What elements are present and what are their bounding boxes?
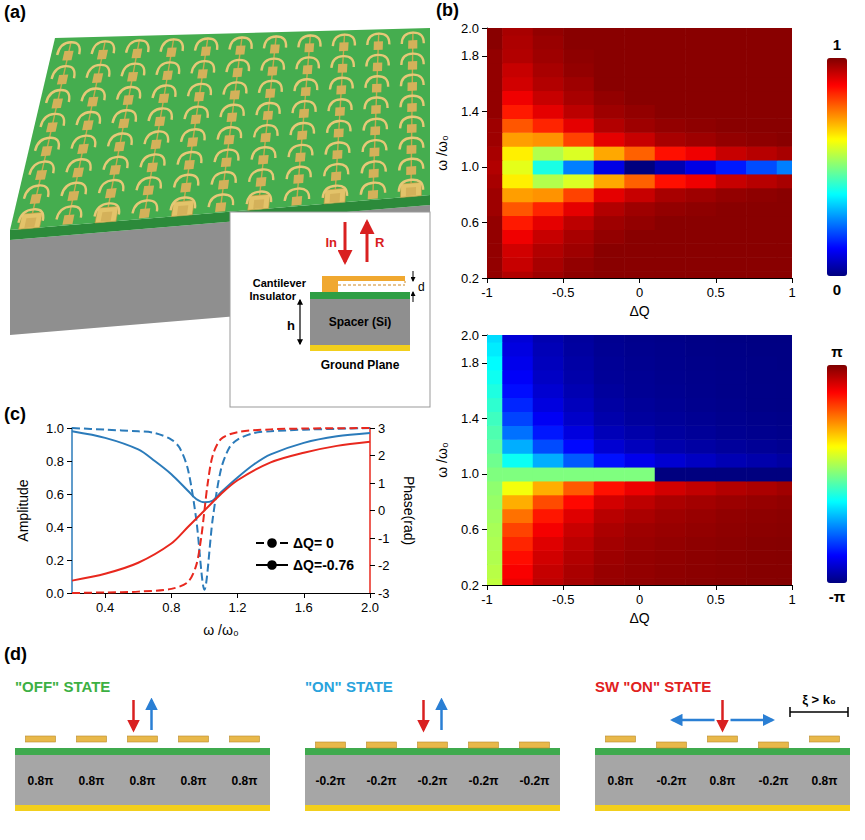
svg-text:3: 3 xyxy=(378,421,385,436)
svg-text:-0.2π: -0.2π xyxy=(316,774,346,788)
svg-text:0.8: 0.8 xyxy=(46,454,64,469)
svg-text:0.0: 0.0 xyxy=(46,586,64,601)
svg-text:-1: -1 xyxy=(481,285,493,300)
svg-text:-0.2π: -0.2π xyxy=(418,774,448,788)
svg-text:0: 0 xyxy=(636,285,643,300)
svg-text:1.2: 1.2 xyxy=(229,600,247,615)
svg-text:0.4: 0.4 xyxy=(96,600,114,615)
svg-text:R: R xyxy=(375,235,385,250)
svg-text:0.8π: 0.8π xyxy=(28,774,54,788)
svg-text:0.8π: 0.8π xyxy=(710,774,736,788)
svg-text:1.0: 1.0 xyxy=(461,159,479,174)
svg-text:0.2: 0.2 xyxy=(46,553,64,568)
svg-text:0.8π: 0.8π xyxy=(79,774,105,788)
svg-text:π: π xyxy=(831,343,843,360)
svg-text:ΔQ=-0.76: ΔQ=-0.76 xyxy=(293,557,354,573)
svg-text:-1: -1 xyxy=(378,531,390,546)
svg-text:0.8π: 0.8π xyxy=(232,774,258,788)
svg-text:(b): (b) xyxy=(436,0,459,20)
svg-text:In: In xyxy=(325,235,337,250)
svg-text:-0.5: -0.5 xyxy=(552,592,574,607)
svg-text:ω /ω₀: ω /ω₀ xyxy=(434,442,450,478)
svg-text:0.8π: 0.8π xyxy=(130,774,156,788)
svg-text:0.6: 0.6 xyxy=(461,215,479,230)
svg-text:0.2: 0.2 xyxy=(461,578,479,593)
svg-text:1.0: 1.0 xyxy=(46,421,64,436)
svg-text:0.8: 0.8 xyxy=(162,600,180,615)
svg-text:1.0: 1.0 xyxy=(461,466,479,481)
svg-text:Spacer (Si): Spacer (Si) xyxy=(329,315,392,329)
svg-text:1: 1 xyxy=(788,285,795,300)
svg-text:-0.5: -0.5 xyxy=(552,285,574,300)
svg-text:Ground Plane: Ground Plane xyxy=(321,358,400,372)
svg-text:0.8π: 0.8π xyxy=(812,774,838,788)
svg-text:"OFF" STATE: "OFF" STATE xyxy=(15,678,110,695)
svg-text:-π: -π xyxy=(829,588,846,605)
svg-text:-0.2π: -0.2π xyxy=(367,774,397,788)
svg-text:ΔQ= 0: ΔQ= 0 xyxy=(293,535,334,551)
svg-text:1.4: 1.4 xyxy=(461,411,479,426)
svg-text:0: 0 xyxy=(636,592,643,607)
svg-text:(d): (d) xyxy=(4,644,27,664)
svg-text:ΔQ: ΔQ xyxy=(629,303,649,319)
svg-text:0.5: 0.5 xyxy=(707,285,725,300)
svg-text:h: h xyxy=(287,318,295,333)
svg-text:0.6: 0.6 xyxy=(46,487,64,502)
svg-text:"ON" STATE: "ON" STATE xyxy=(305,678,393,695)
svg-text:1.8: 1.8 xyxy=(461,48,479,63)
svg-text:Phase(rad): Phase(rad) xyxy=(401,476,417,545)
svg-text:ω /ω₀: ω /ω₀ xyxy=(203,622,239,638)
svg-text:-0.2π: -0.2π xyxy=(657,774,687,788)
svg-text:Insulator: Insulator xyxy=(250,290,297,302)
svg-text:(c): (c) xyxy=(4,404,26,424)
svg-text:0.4: 0.4 xyxy=(46,520,64,535)
svg-text:-1: -1 xyxy=(481,592,493,607)
svg-text:SW "ON" STATE: SW "ON" STATE xyxy=(595,678,711,695)
svg-text:0.2: 0.2 xyxy=(461,271,479,286)
svg-text:-2: -2 xyxy=(378,558,390,573)
svg-text:(a): (a) xyxy=(4,2,26,22)
svg-text:ω /ω₀: ω /ω₀ xyxy=(434,135,450,171)
svg-text:1: 1 xyxy=(788,592,795,607)
svg-text:ΔQ: ΔQ xyxy=(629,610,649,626)
svg-text:0.8π: 0.8π xyxy=(608,774,634,788)
svg-text:1.6: 1.6 xyxy=(295,600,313,615)
svg-text:1.4: 1.4 xyxy=(461,104,479,119)
svg-text:0: 0 xyxy=(378,503,385,518)
svg-text:0: 0 xyxy=(833,281,841,298)
svg-text:2.0: 2.0 xyxy=(461,21,479,36)
svg-text:Cantilever: Cantilever xyxy=(253,277,307,289)
svg-text:0.5: 0.5 xyxy=(707,592,725,607)
svg-text:-3: -3 xyxy=(378,586,390,601)
svg-text:0.6: 0.6 xyxy=(461,522,479,537)
svg-text:2.0: 2.0 xyxy=(461,328,479,343)
svg-text:1: 1 xyxy=(833,36,841,53)
svg-text:d: d xyxy=(418,280,425,294)
svg-text:0.8π: 0.8π xyxy=(181,774,207,788)
svg-text:-0.2π: -0.2π xyxy=(469,774,499,788)
svg-text:-0.2π: -0.2π xyxy=(520,774,550,788)
svg-text:ξ > k₀: ξ > k₀ xyxy=(802,692,836,707)
svg-text:-0.2π: -0.2π xyxy=(759,774,789,788)
svg-text:1: 1 xyxy=(378,476,385,491)
svg-text:1.8: 1.8 xyxy=(461,355,479,370)
svg-text:Amplitude: Amplitude xyxy=(15,479,31,541)
svg-text:2: 2 xyxy=(378,448,385,463)
svg-text:2.0: 2.0 xyxy=(361,600,379,615)
